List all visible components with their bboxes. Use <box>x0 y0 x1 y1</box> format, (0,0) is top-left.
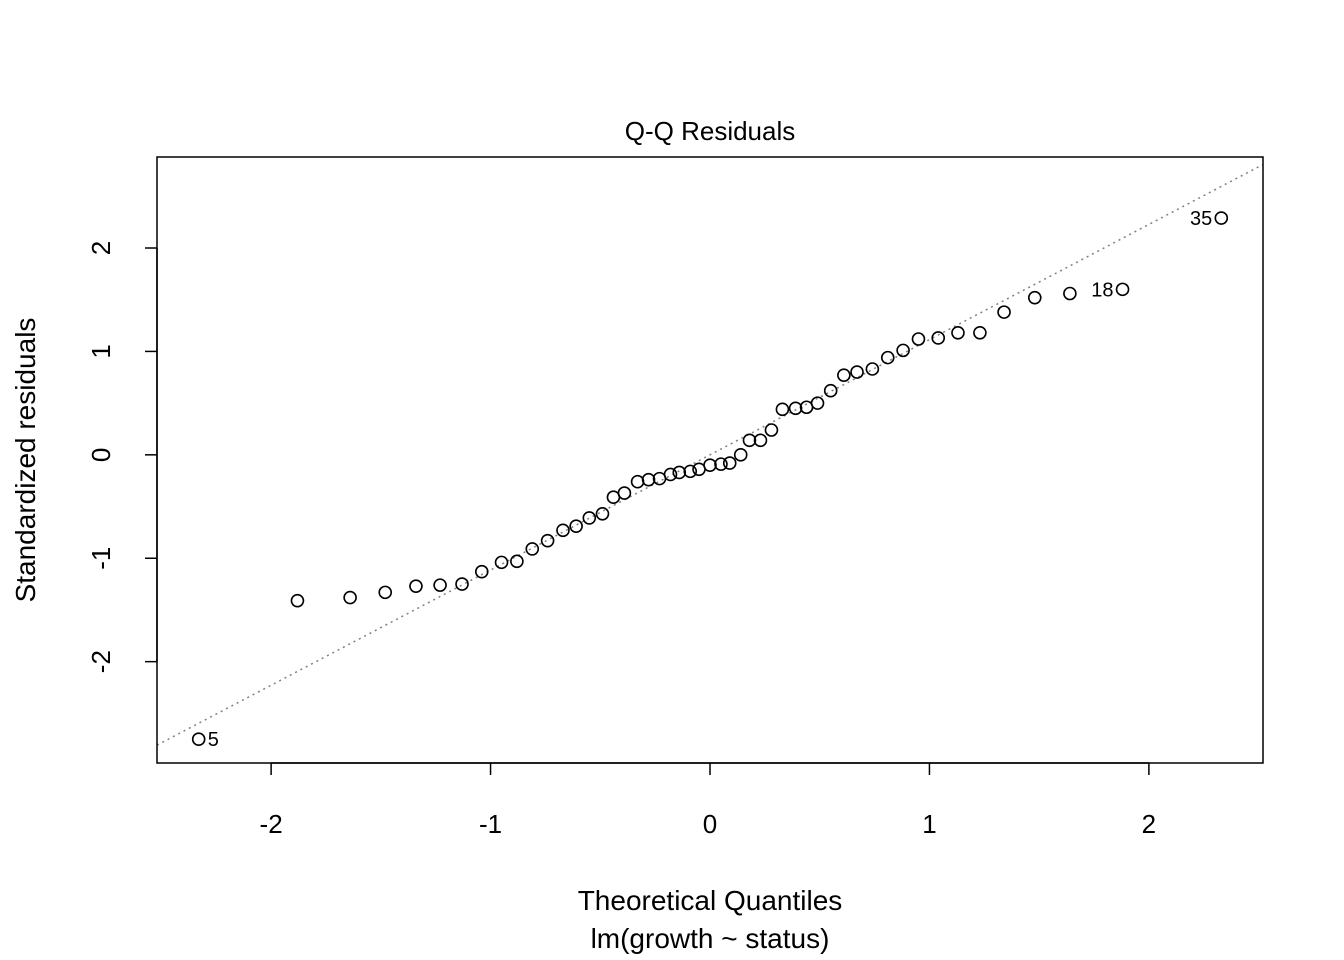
data-point <box>191 732 206 747</box>
x-axis-label: Theoretical Quantiles <box>578 885 843 916</box>
data-point <box>672 465 687 480</box>
x-tick-label: -2 <box>260 809 283 839</box>
data-point <box>569 519 583 533</box>
data-point <box>764 423 779 437</box>
x-tick-label: 0 <box>703 809 717 839</box>
data-point <box>753 433 768 448</box>
data-point <box>474 564 489 579</box>
data-point <box>343 590 357 605</box>
point-labels-layer: 5 18 35 <box>208 208 1213 751</box>
data-point <box>722 456 737 470</box>
data-point <box>525 542 540 556</box>
point-label: 35 <box>1190 208 1212 230</box>
data-point <box>810 396 825 410</box>
data-point <box>378 585 393 600</box>
data-point <box>775 402 790 417</box>
y-axis-label: Standardized residuals <box>10 318 41 603</box>
data-point <box>540 533 555 548</box>
data-point <box>714 457 728 471</box>
y-axis: -2 -1 0 1 2 <box>86 241 158 673</box>
data-point <box>595 506 610 521</box>
point-label: 5 <box>208 729 219 751</box>
data-point <box>663 467 678 482</box>
data-point <box>433 578 447 592</box>
data-point <box>1027 290 1042 305</box>
data-point <box>973 326 987 340</box>
data-point <box>742 433 757 448</box>
data-point <box>556 523 570 538</box>
data-point <box>865 362 880 376</box>
data-point <box>290 593 305 608</box>
data-point <box>850 365 864 379</box>
data-point <box>641 472 656 487</box>
data-point <box>703 458 717 472</box>
x-tick-label: 2 <box>1142 809 1156 839</box>
x-tick-label: 1 <box>922 809 936 839</box>
y-tick-label: -2 <box>86 650 116 673</box>
data-point <box>896 343 910 358</box>
data-point <box>1115 282 1130 297</box>
data-point <box>494 555 509 570</box>
data-point <box>510 554 524 569</box>
data-point <box>683 464 698 479</box>
data-point <box>733 448 748 462</box>
data-point <box>788 401 803 416</box>
point-label: 18 <box>1091 279 1113 301</box>
data-point <box>1214 211 1229 225</box>
data-point <box>997 305 1011 319</box>
data-point <box>931 331 946 345</box>
x-axis-sublabel: lm(growth ~ status) <box>591 923 830 954</box>
data-point <box>837 368 851 383</box>
data-point <box>455 577 469 591</box>
data-point <box>951 326 965 340</box>
y-tick-label: 1 <box>86 344 116 358</box>
y-tick-label: 0 <box>86 448 116 462</box>
data-point <box>1063 286 1077 301</box>
data-point <box>823 383 838 398</box>
data-point <box>582 511 597 525</box>
data-point <box>911 332 926 346</box>
chart-title: Q-Q Residuals <box>625 116 796 146</box>
x-tick-label: -1 <box>479 809 502 839</box>
data-point <box>617 486 632 500</box>
points-layer <box>191 211 1229 747</box>
y-tick-label: -1 <box>86 547 116 570</box>
reference-line <box>156 163 1264 746</box>
x-axis: -2 -1 0 1 2 <box>260 762 1156 839</box>
reference-line-layer <box>156 163 1264 746</box>
data-point <box>880 350 895 365</box>
data-point <box>409 579 423 593</box>
y-tick-label: 2 <box>86 241 116 255</box>
